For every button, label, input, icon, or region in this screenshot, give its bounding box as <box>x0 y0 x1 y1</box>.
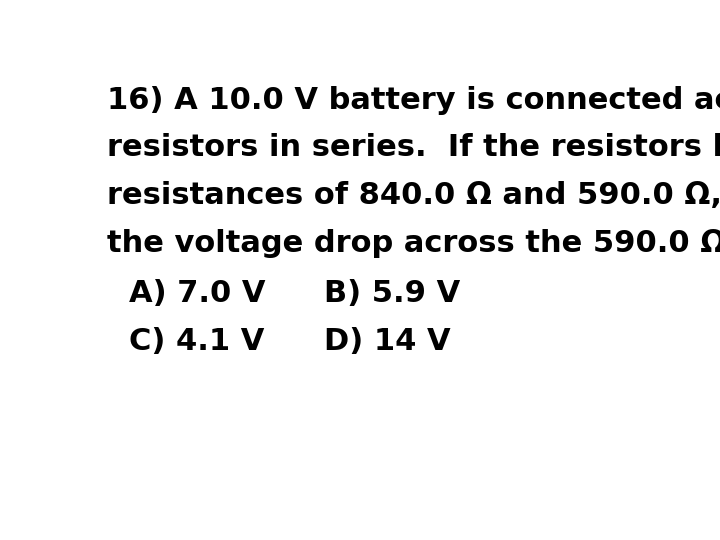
Text: the voltage drop across the 590.0 Ω resistor?: the voltage drop across the 590.0 Ω resi… <box>107 229 720 258</box>
Text: D) 14 V: D) 14 V <box>324 327 451 356</box>
Text: resistances of 840.0 Ω and 590.0 Ω, what is: resistances of 840.0 Ω and 590.0 Ω, what… <box>107 181 720 210</box>
Text: resistors in series.  If the resistors have: resistors in series. If the resistors ha… <box>107 133 720 163</box>
Text: A) 7.0 V: A) 7.0 V <box>129 279 266 308</box>
Text: 16) A 10.0 V battery is connected across two: 16) A 10.0 V battery is connected across… <box>107 85 720 114</box>
Text: C) 4.1 V: C) 4.1 V <box>129 327 264 356</box>
Text: B) 5.9 V: B) 5.9 V <box>324 279 461 308</box>
